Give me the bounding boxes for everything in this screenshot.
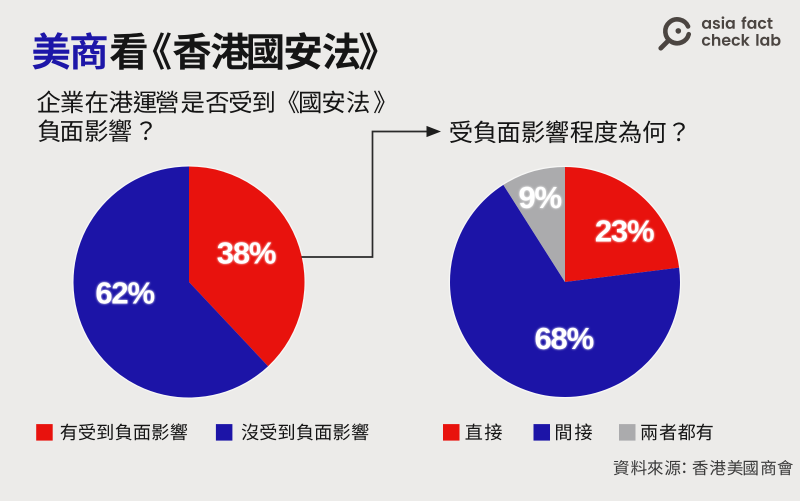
- svg-text:9%: 9%: [519, 180, 562, 215]
- svg-text:68%: 68%: [535, 321, 594, 356]
- svg-text:62%: 62%: [95, 275, 154, 310]
- svg-text:38%: 38%: [217, 235, 276, 270]
- svg-text:23%: 23%: [595, 213, 654, 248]
